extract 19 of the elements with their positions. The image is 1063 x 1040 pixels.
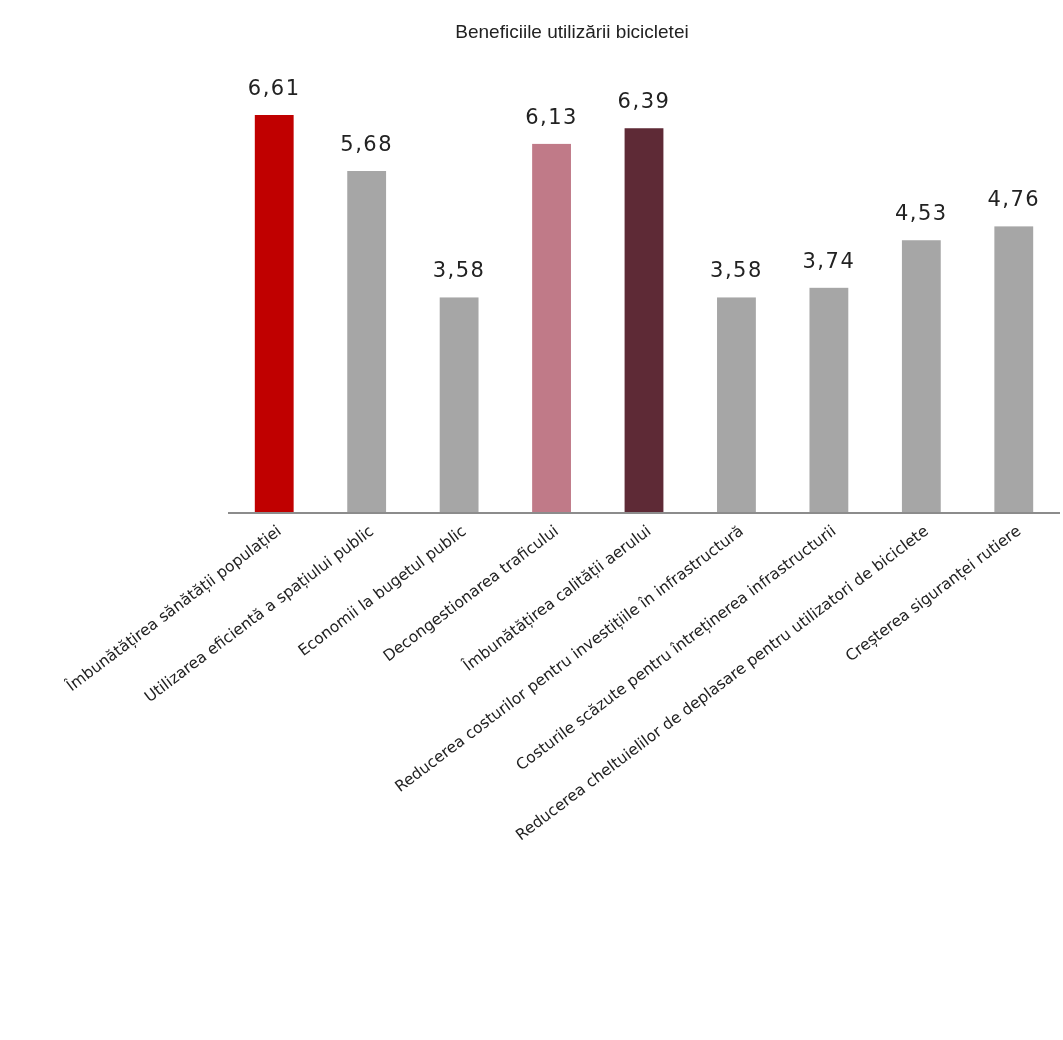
bar	[439, 297, 479, 513]
bar	[901, 240, 941, 513]
data-label: 6,39	[617, 89, 671, 114]
data-label: 3,74	[802, 248, 856, 273]
data-label: 6,13	[525, 104, 578, 129]
data-label: 3,58	[710, 258, 763, 283]
bar	[717, 297, 756, 513]
bar	[809, 287, 849, 513]
data-label: 6,61	[247, 76, 301, 100]
data-label: 5,68	[340, 132, 394, 156]
bar	[532, 143, 571, 513]
data-label: 4,76	[987, 187, 1041, 212]
bar	[994, 226, 1034, 513]
bar	[347, 171, 387, 513]
chart-title: Beneficiile utilizării bicicletei	[455, 21, 689, 42]
bar	[624, 128, 664, 513]
data-label: 4,53	[894, 201, 948, 226]
bar	[254, 115, 294, 513]
data-label: 3,58	[432, 258, 486, 283]
